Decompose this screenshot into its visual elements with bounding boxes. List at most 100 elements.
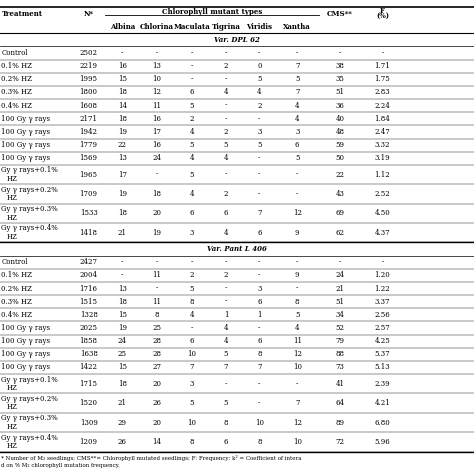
Text: 7: 7 <box>257 364 262 372</box>
Text: 20: 20 <box>153 210 161 218</box>
Text: 2502: 2502 <box>80 49 98 57</box>
Text: 79: 79 <box>336 337 344 345</box>
Text: -: - <box>225 49 228 57</box>
Text: Xantha: Xantha <box>283 23 311 31</box>
Text: 0.2% HZ: 0.2% HZ <box>1 75 32 83</box>
Text: N*: N* <box>83 9 94 18</box>
Text: 1422: 1422 <box>80 364 98 372</box>
Text: Albina: Albina <box>109 23 135 31</box>
Text: 10: 10 <box>293 364 301 372</box>
Text: 5.37: 5.37 <box>375 350 390 358</box>
Text: 10: 10 <box>188 419 196 427</box>
Text: -: - <box>191 62 193 70</box>
Text: F: F <box>380 7 385 15</box>
Text: 14: 14 <box>118 101 127 109</box>
Text: HZ: HZ <box>6 423 17 431</box>
Text: -: - <box>225 258 228 266</box>
Text: 48: 48 <box>336 128 344 136</box>
Text: 1418: 1418 <box>80 229 98 237</box>
Text: 5: 5 <box>224 399 228 407</box>
Text: 1: 1 <box>257 311 262 319</box>
Text: Gy γ rays+0.2%: Gy γ rays+0.2% <box>1 395 58 403</box>
Text: -: - <box>338 49 341 57</box>
Text: 3: 3 <box>257 284 262 292</box>
Text: 13: 13 <box>153 62 161 70</box>
Text: 5: 5 <box>190 101 194 109</box>
Text: -: - <box>258 324 261 332</box>
Text: -: - <box>225 75 228 83</box>
Text: 1533: 1533 <box>80 210 98 218</box>
Text: 1716: 1716 <box>80 284 98 292</box>
Text: -: - <box>258 271 261 279</box>
Text: -: - <box>258 258 261 266</box>
Text: 8: 8 <box>155 311 159 319</box>
Text: 3.19: 3.19 <box>375 155 390 162</box>
Text: 18: 18 <box>118 380 127 388</box>
Text: 19: 19 <box>118 324 127 332</box>
Text: 0.4% HZ: 0.4% HZ <box>1 101 32 109</box>
Text: Gy γ rays+0.3%: Gy γ rays+0.3% <box>1 205 58 213</box>
Text: 1858: 1858 <box>80 337 98 345</box>
Text: 10: 10 <box>153 75 161 83</box>
Text: 5: 5 <box>295 75 300 83</box>
Text: 2004: 2004 <box>80 271 98 279</box>
Text: 21: 21 <box>118 229 127 237</box>
Text: 41: 41 <box>336 380 344 388</box>
Text: 28: 28 <box>153 337 161 345</box>
Text: -: - <box>191 75 193 83</box>
Text: 2.57: 2.57 <box>374 324 391 332</box>
Text: -: - <box>258 171 261 179</box>
Text: 59: 59 <box>336 141 344 149</box>
Text: Gy γ rays+0.1%: Gy γ rays+0.1% <box>1 375 58 383</box>
Text: 19: 19 <box>118 190 127 198</box>
Text: 3.32: 3.32 <box>375 141 390 149</box>
Text: 4.21: 4.21 <box>374 399 391 407</box>
Text: 11: 11 <box>153 271 161 279</box>
Text: -: - <box>155 284 158 292</box>
Text: 4: 4 <box>224 324 228 332</box>
Text: 69: 69 <box>336 210 344 218</box>
Text: 40: 40 <box>336 115 344 123</box>
Text: 5: 5 <box>190 141 194 149</box>
Text: 6: 6 <box>295 141 300 149</box>
Text: 25: 25 <box>118 350 127 358</box>
Text: 22: 22 <box>118 141 127 149</box>
Text: -: - <box>225 171 228 179</box>
Text: 4.50: 4.50 <box>374 210 391 218</box>
Text: Treatment: Treatment <box>1 9 43 18</box>
Text: (%): (%) <box>376 12 389 20</box>
Text: 1608: 1608 <box>80 101 98 109</box>
Text: 13: 13 <box>118 155 127 162</box>
Text: 2.56: 2.56 <box>374 311 391 319</box>
Text: 4: 4 <box>224 229 228 237</box>
Text: 5: 5 <box>295 155 300 162</box>
Text: -: - <box>155 258 158 266</box>
Text: 2: 2 <box>224 190 228 198</box>
Text: 0.3% HZ: 0.3% HZ <box>1 89 32 97</box>
Text: 1515: 1515 <box>80 298 98 306</box>
Text: -: - <box>121 49 124 57</box>
Text: 27: 27 <box>153 364 161 372</box>
Text: 5: 5 <box>224 350 228 358</box>
Text: -: - <box>296 49 299 57</box>
Text: Gy γ rays+0.4%: Gy γ rays+0.4% <box>1 225 58 232</box>
Text: Tigrina: Tigrina <box>212 23 240 31</box>
Text: -: - <box>225 380 228 388</box>
Text: -: - <box>296 190 299 198</box>
Text: 52: 52 <box>336 324 344 332</box>
Text: 18: 18 <box>153 190 161 198</box>
Text: 1.20: 1.20 <box>374 271 391 279</box>
Text: 10: 10 <box>188 350 196 358</box>
Text: 8: 8 <box>257 438 262 446</box>
Text: 73: 73 <box>336 364 344 372</box>
Text: 4: 4 <box>257 89 262 97</box>
Text: 7: 7 <box>295 399 300 407</box>
Text: 18: 18 <box>118 115 127 123</box>
Text: 51: 51 <box>336 89 344 97</box>
Text: 62: 62 <box>336 229 344 237</box>
Text: Gy γ rays+0.2%: Gy γ rays+0.2% <box>1 186 58 194</box>
Text: 8: 8 <box>224 419 228 427</box>
Text: 1309: 1309 <box>80 419 98 427</box>
Text: 1800: 1800 <box>80 89 98 97</box>
Text: 7: 7 <box>295 62 300 70</box>
